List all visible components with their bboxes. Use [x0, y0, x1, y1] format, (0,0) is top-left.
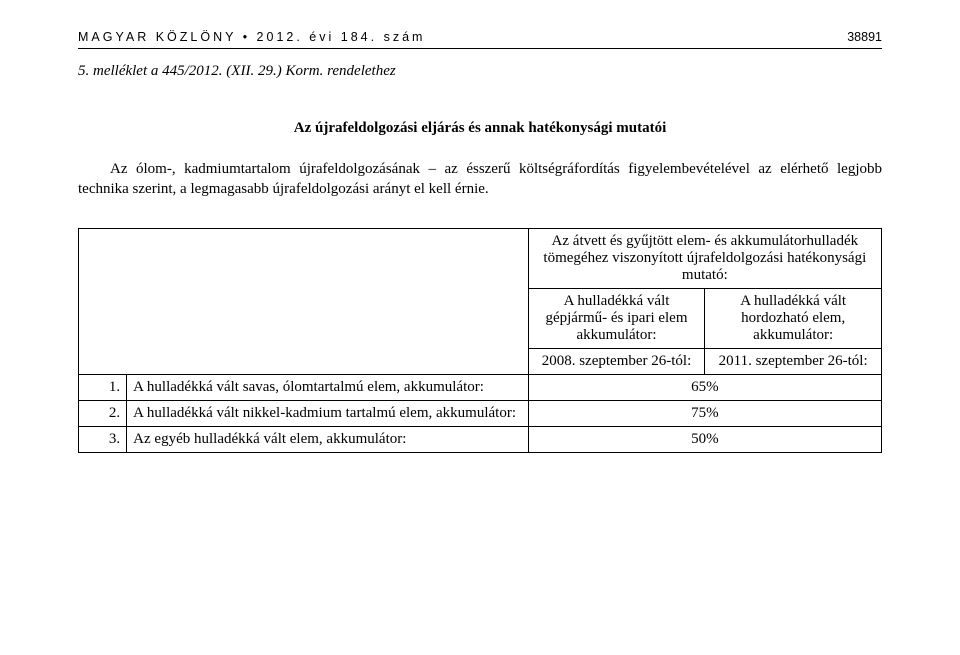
table-header-empty	[79, 228, 529, 374]
table-header-row-1: Az átvett és gyűjtött elem- és akkumulát…	[79, 228, 882, 288]
table-col-right-head: A hulladékká vált hordozható elem, akkum…	[705, 288, 882, 348]
header-issue: • 2012. évi 184. szám	[236, 30, 425, 44]
row-number: 1.	[79, 374, 127, 400]
document-page: MAGYAR KÖZLÖNY • 2012. évi 184. szám 388…	[0, 0, 960, 655]
table-col-left-date: 2008. szeptember 26-tól:	[528, 348, 705, 374]
table-col-right-date: 2011. szeptember 26-tól:	[705, 348, 882, 374]
row-number: 2.	[79, 400, 127, 426]
row-value: 50%	[528, 426, 881, 452]
table-col-left-head: A hulladékká vált gépjármű- és ipari ele…	[528, 288, 705, 348]
running-header: MAGYAR KÖZLÖNY • 2012. évi 184. szám 388…	[78, 28, 882, 49]
row-label: A hulladékká vált savas, ólomtartalmú el…	[127, 374, 529, 400]
table-row: 2. A hulladékká vált nikkel-kadmium tart…	[79, 400, 882, 426]
row-label: Az egyéb hulladékká vált elem, akkumulát…	[127, 426, 529, 452]
row-label: A hulladékká vált nikkel-kadmium tartalm…	[127, 400, 529, 426]
intro-paragraph: Az ólom-, kadmiumtartalom újrafeldolgozá…	[78, 159, 882, 200]
table-row: 1. A hulladékká vált savas, ólomtartalmú…	[79, 374, 882, 400]
header-gazette-name: MAGYAR KÖZLÖNY	[78, 30, 236, 44]
row-number: 3.	[79, 426, 127, 452]
row-value: 75%	[528, 400, 881, 426]
row-value: 65%	[528, 374, 881, 400]
header-page-number: 38891	[847, 30, 882, 44]
header-left: MAGYAR KÖZLÖNY • 2012. évi 184. szám	[78, 28, 425, 46]
efficiency-table: Az átvett és gyűjtött elem- és akkumulát…	[78, 228, 882, 453]
document-title: Az újrafeldolgozási eljárás és annak hat…	[78, 120, 882, 137]
annex-subtitle: 5. melléklet a 445/2012. (XII. 29.) Korm…	[78, 63, 882, 80]
table-header-span: Az átvett és gyűjtött elem- és akkumulát…	[528, 228, 881, 288]
table-row: 3. Az egyéb hulladékká vált elem, akkumu…	[79, 426, 882, 452]
